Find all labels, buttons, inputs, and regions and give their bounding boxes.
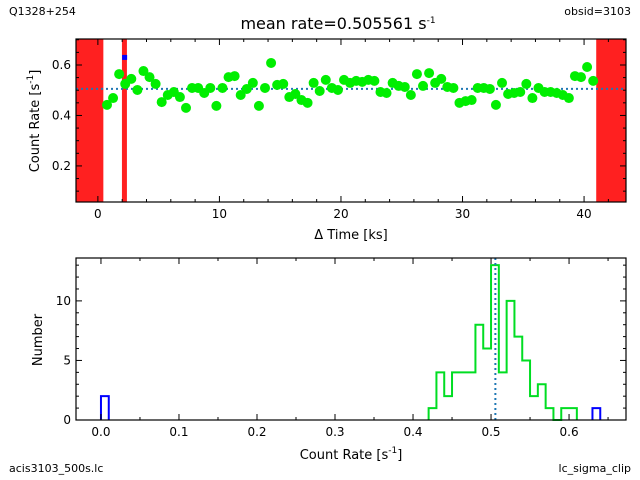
x-tick-label: 0	[94, 207, 102, 221]
data-point	[332, 84, 343, 95]
method-label: lc_sigma_clip	[558, 462, 631, 475]
data-point	[211, 100, 222, 111]
data-point	[247, 77, 258, 88]
data-point	[418, 80, 429, 91]
source-name: Q1328+254	[9, 5, 76, 18]
x-tick-label: 10	[212, 207, 227, 221]
data-point	[484, 83, 495, 94]
data-point	[308, 77, 319, 88]
data-point	[381, 87, 392, 98]
data-point	[302, 97, 313, 108]
excluded-interval	[121, 39, 127, 202]
data-point	[150, 78, 161, 89]
data-point	[138, 66, 149, 77]
data-point	[576, 72, 587, 83]
obsid-label: obsid=3103	[564, 5, 631, 18]
data-point	[497, 77, 508, 88]
excluded-interval	[76, 39, 104, 202]
histogram-clipped-bin	[99, 395, 110, 420]
excluded-interval	[596, 39, 626, 202]
data-point	[205, 82, 216, 93]
x-tick-label: 30	[455, 207, 470, 221]
data-point	[466, 95, 477, 106]
data-point	[490, 99, 501, 110]
x-tick-label: 0.0	[91, 425, 110, 439]
x-tick-label: 0.6	[560, 425, 579, 439]
x-tick-label: 0.5	[481, 425, 500, 439]
data-point	[101, 99, 112, 110]
x-tick-label: 20	[333, 207, 348, 221]
data-point	[448, 82, 459, 93]
data-point	[314, 85, 325, 96]
clipped-point	[122, 54, 128, 60]
y-tick-label: 0	[63, 413, 71, 427]
histogram-good-bins	[427, 264, 578, 421]
lightcurve-filename: acis3103_500s.lc	[9, 462, 104, 475]
data-point	[369, 75, 380, 86]
data-point	[144, 72, 155, 83]
data-point	[582, 62, 593, 73]
data-point	[229, 71, 240, 82]
y-tick-label: 5	[63, 353, 71, 367]
data-point	[424, 68, 435, 79]
data-point	[217, 82, 228, 93]
data-point	[527, 93, 538, 104]
x-axis-label: Δ Time [ks]	[314, 228, 387, 243]
data-point	[235, 90, 246, 101]
plot-frame	[75, 257, 627, 421]
y-tick-label: 10	[56, 294, 71, 308]
x-tick-label: 40	[576, 207, 591, 221]
data-point	[399, 81, 410, 92]
histogram-clipped-bin	[591, 407, 602, 420]
data-point	[181, 102, 191, 113]
data-point	[320, 74, 331, 85]
data-point	[114, 69, 125, 80]
data-point	[156, 97, 167, 108]
data-point	[588, 75, 599, 86]
x-axis-label: Count Rate [s-1]	[300, 446, 403, 463]
data-point	[411, 69, 422, 80]
chart-title: mean rate=0.505561 s-1	[240, 14, 435, 33]
y-tick-label: 0.4	[52, 108, 71, 122]
y-tick-label: 0.6	[52, 58, 71, 72]
data-point	[563, 93, 574, 104]
data-point	[108, 93, 119, 104]
y-tick-label: 0.2	[52, 159, 71, 173]
x-tick-label: 0.1	[169, 425, 188, 439]
data-point	[126, 73, 137, 84]
x-tick-label: 0.3	[325, 425, 344, 439]
data-point	[436, 73, 447, 84]
data-point	[405, 90, 416, 101]
data-point	[521, 78, 532, 89]
data-point	[290, 89, 301, 100]
data-point	[241, 83, 252, 94]
x-tick-label: 0.2	[247, 425, 266, 439]
data-point	[278, 78, 289, 89]
data-point	[260, 82, 271, 93]
plot-frame	[75, 38, 627, 203]
data-point	[266, 57, 277, 68]
data-point	[174, 92, 185, 103]
y-axis-label: Count Rate [s-1]	[26, 70, 43, 173]
data-point	[132, 84, 143, 95]
data-point	[253, 100, 264, 111]
data-point	[515, 86, 526, 97]
y-axis-label: Number	[31, 313, 46, 366]
x-tick-label: 0.4	[403, 425, 422, 439]
